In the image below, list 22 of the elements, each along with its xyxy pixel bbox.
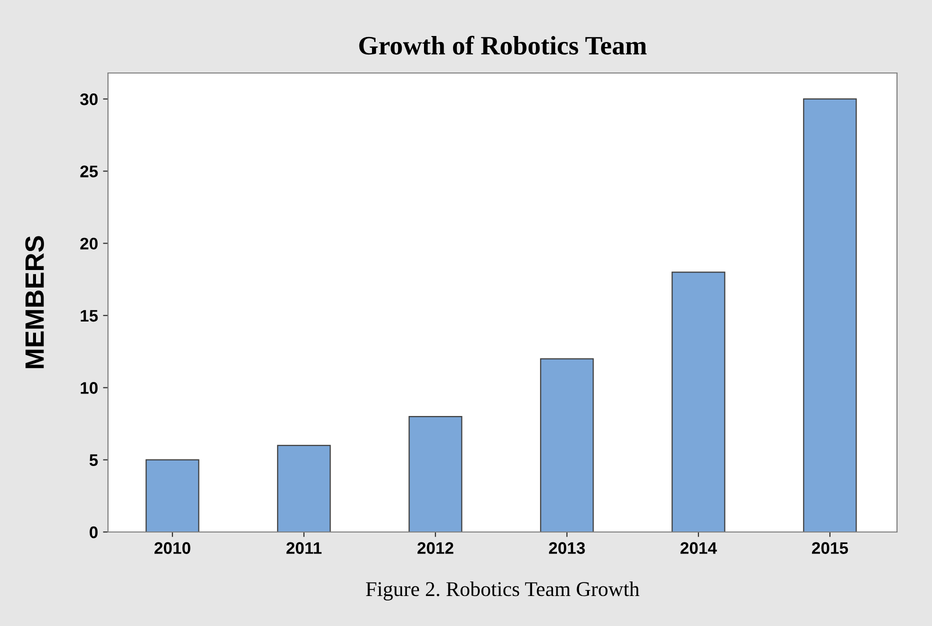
bar <box>672 272 726 532</box>
x-tick-label: 2014 <box>680 542 717 554</box>
y-tick-label: 15 <box>80 310 98 322</box>
y-tick-label: 5 <box>90 454 98 466</box>
x-tick-label: 2013 <box>548 542 585 554</box>
x-tick-label: 2015 <box>812 542 848 554</box>
bar <box>408 416 462 532</box>
bar <box>277 444 331 532</box>
caption: Figure 2. Robotics Team Growth <box>366 582 640 600</box>
y-tick-label: 0 <box>90 526 98 538</box>
y-tick-label: 25 <box>80 166 98 178</box>
chart-title: Growth of Robotics Team <box>359 36 647 55</box>
bar <box>146 459 200 532</box>
bar <box>803 98 857 532</box>
y-tick-label: 30 <box>80 93 98 106</box>
y-tick-label: 20 <box>80 238 98 250</box>
y-axis-title: MEMBERS <box>25 236 44 368</box>
x-tick-label: 2010 <box>154 542 190 554</box>
y-tick-label: 10 <box>80 382 98 394</box>
x-tick-label: 2011 <box>286 542 322 554</box>
x-tick-label: 2012 <box>417 542 454 554</box>
bar <box>540 358 594 532</box>
